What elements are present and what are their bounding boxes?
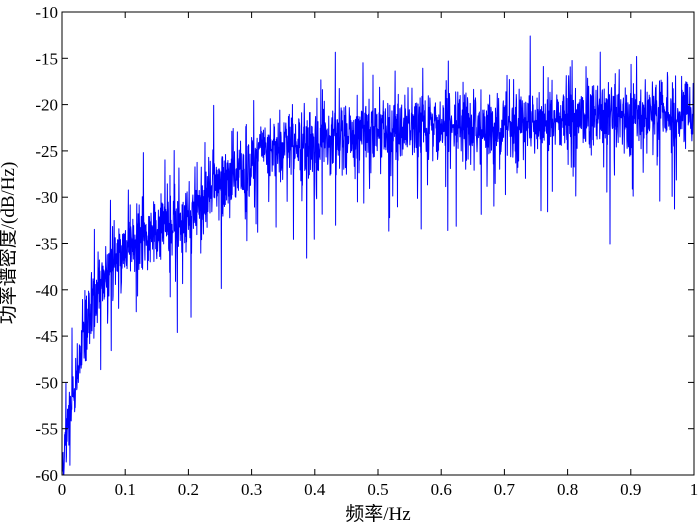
x-tick-label: 0.2 [178,480,199,499]
x-tick-label: 0.9 [620,480,641,499]
x-tick-label: 0 [58,480,67,499]
y-tick-label: -15 [35,49,58,68]
y-tick-label: -25 [35,142,58,161]
y-tick-label: -35 [35,235,58,254]
y-tick-label: -50 [35,373,58,392]
psd-series-line [61,35,695,476]
x-tick-label: 0.4 [304,480,326,499]
y-tick-label: -30 [35,188,58,207]
y-tick-label: -45 [35,327,58,346]
y-tick-label: -40 [35,281,58,300]
series-layer [61,35,695,476]
x-tick-label: 0.1 [115,480,136,499]
y-tick-label: -10 [35,3,58,22]
y-tick-label: -60 [35,466,58,485]
y-axis-label: 功率谱密度/(dB/Hz) [0,162,19,325]
x-axis-label: 频率/Hz [345,503,410,525]
x-tick-label: 0.6 [431,480,452,499]
x-tick-label: 0.3 [241,480,262,499]
y-tick-label: -20 [35,96,58,115]
y-tick-label: -55 [35,420,58,439]
x-tick-label: 0.7 [494,480,516,499]
x-tick-label: 1 [690,480,699,499]
x-tick-label: 0.5 [367,480,388,499]
x-tick-label: 0.8 [557,480,578,499]
y-axis: -10 -15 -20 -25 -30 -35 -40 -45 -50 -55 -60 [35,3,694,485]
x-axis: 0 0.1 0.2 0.3 0.4 0.5 0.6 0.7 0.8 0.9 1 [58,12,699,499]
